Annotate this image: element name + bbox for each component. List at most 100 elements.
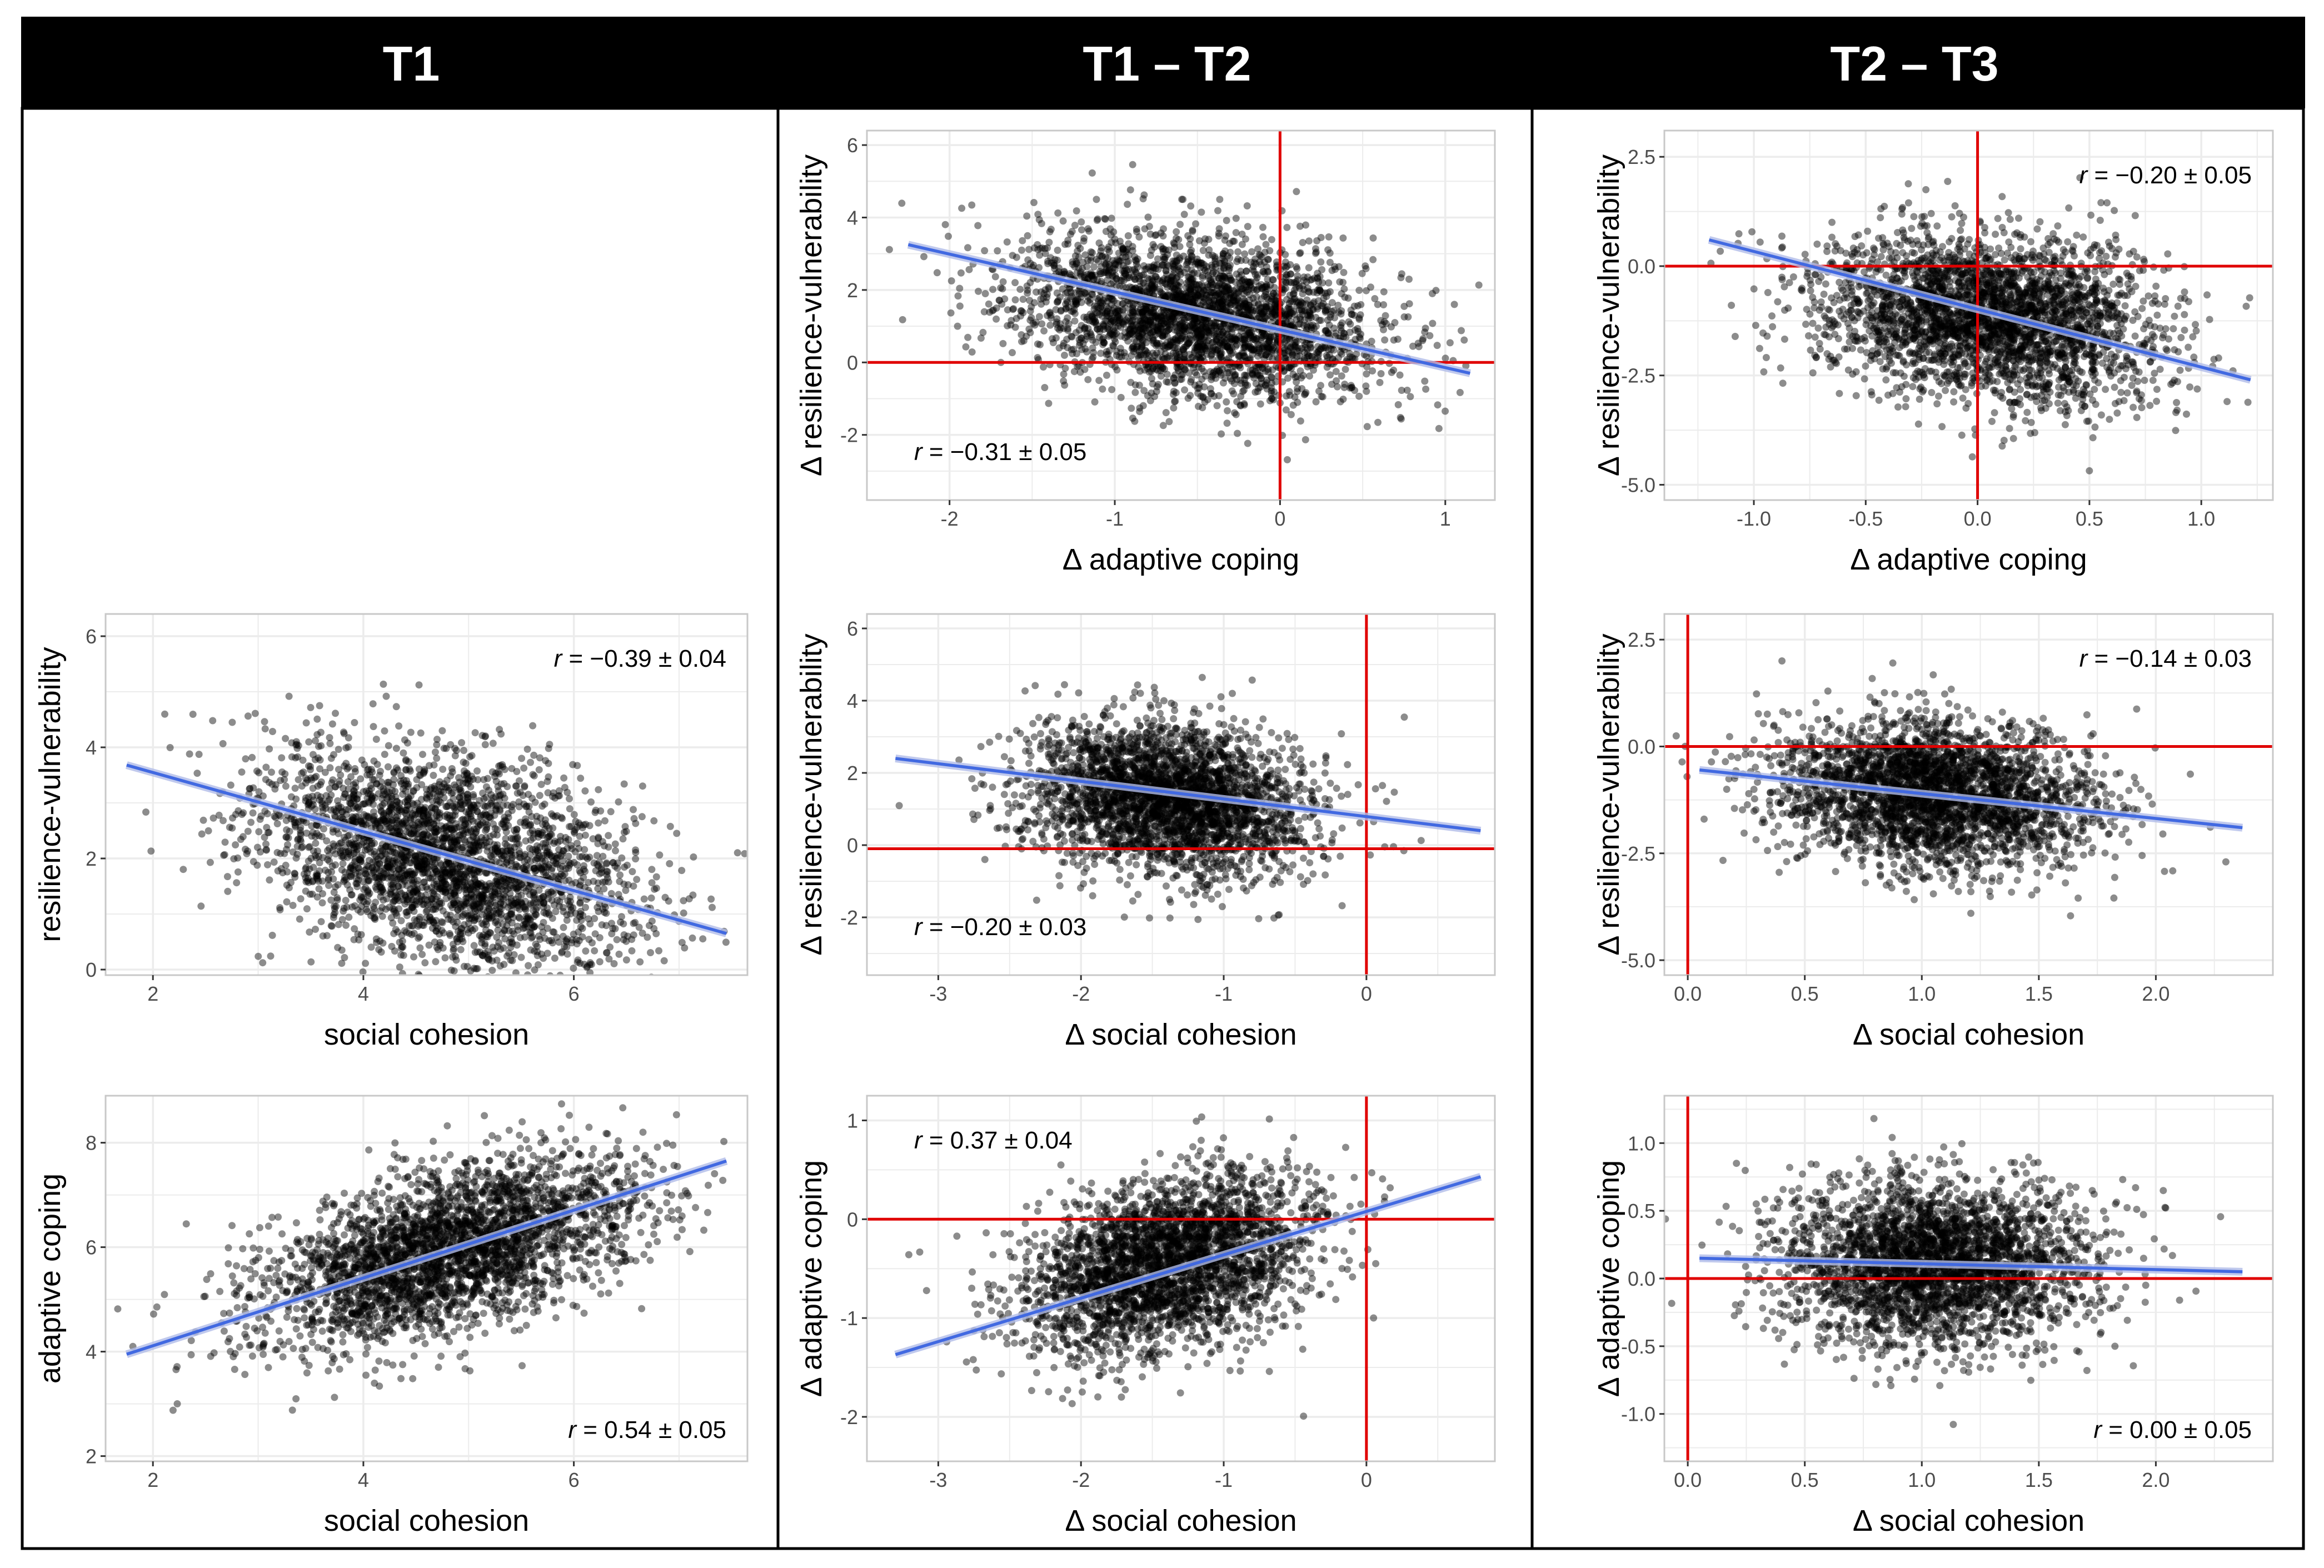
scatter-point bbox=[361, 800, 369, 808]
scatter-point bbox=[478, 895, 486, 903]
scatter-point bbox=[220, 1327, 228, 1335]
scatter-point bbox=[537, 864, 545, 872]
scatter-point bbox=[433, 741, 441, 748]
scatter-point bbox=[562, 938, 570, 946]
scatter-point bbox=[408, 901, 416, 909]
scatter-point bbox=[401, 891, 409, 899]
scatter-point bbox=[439, 944, 447, 952]
scatter-point bbox=[402, 908, 410, 916]
scatter-point bbox=[397, 777, 405, 785]
scatter-point bbox=[510, 913, 517, 921]
scatter-point bbox=[602, 922, 610, 930]
scatter-point bbox=[365, 765, 372, 773]
scatter-point bbox=[327, 896, 335, 904]
scatter-point bbox=[549, 824, 557, 832]
scatter-point bbox=[472, 907, 479, 915]
scatter-point bbox=[380, 787, 387, 795]
scatter-point bbox=[367, 848, 375, 856]
scatter-point bbox=[430, 905, 438, 913]
scatter-point bbox=[495, 770, 503, 778]
scatter-point bbox=[520, 925, 527, 932]
scatter-point bbox=[467, 783, 475, 791]
scatter-point bbox=[516, 850, 523, 857]
scatter-point bbox=[387, 863, 395, 871]
scatter-point bbox=[377, 888, 385, 896]
scatter-point bbox=[508, 807, 516, 815]
scatter-point bbox=[410, 815, 418, 823]
scatter-point bbox=[425, 874, 433, 882]
scatter-point bbox=[501, 840, 509, 848]
scatter-point bbox=[630, 920, 637, 927]
scatter-point bbox=[276, 906, 284, 913]
scatter-point bbox=[621, 823, 629, 831]
scatter-point bbox=[527, 821, 535, 829]
scatter-point bbox=[447, 1009, 454, 1016]
scatter-point bbox=[601, 817, 609, 825]
scatter-point bbox=[457, 946, 465, 953]
scatter-point bbox=[482, 886, 490, 894]
scatter-point bbox=[585, 915, 592, 923]
scatter-point bbox=[311, 756, 319, 763]
scatter-point bbox=[436, 884, 444, 892]
scatter-point bbox=[566, 901, 573, 908]
scatter-point bbox=[577, 775, 585, 782]
scatter-point bbox=[368, 864, 376, 872]
scatter-point bbox=[611, 925, 619, 932]
scatter-point bbox=[503, 885, 511, 893]
scatter-point bbox=[422, 808, 430, 816]
scatter-point bbox=[727, 1018, 734, 1026]
scatter-point bbox=[597, 1276, 605, 1284]
scatter-point bbox=[313, 870, 321, 878]
scatter-point bbox=[488, 768, 496, 776]
scatter-point bbox=[493, 831, 501, 839]
scatter-point bbox=[393, 856, 400, 863]
scatter-point bbox=[545, 937, 553, 945]
scatter-point bbox=[221, 838, 229, 846]
scatter-point bbox=[562, 1138, 570, 1146]
scatter-point bbox=[297, 836, 304, 843]
scatter-point bbox=[507, 851, 515, 858]
scatter-point bbox=[483, 843, 491, 851]
scatter-point bbox=[456, 831, 463, 839]
scatter-point bbox=[385, 807, 393, 815]
scatter-point bbox=[439, 865, 447, 873]
scatter-point bbox=[408, 931, 416, 938]
scatter-point bbox=[537, 898, 545, 906]
scatter-point bbox=[350, 781, 357, 788]
scatter-point bbox=[416, 823, 423, 831]
scatter-point bbox=[378, 887, 386, 895]
scatter-point bbox=[413, 776, 421, 783]
scatter-point bbox=[317, 778, 325, 786]
scatter-point bbox=[424, 812, 431, 820]
scatter-point bbox=[298, 1354, 306, 1361]
scatter-point bbox=[473, 988, 480, 996]
scatter-point bbox=[357, 893, 365, 901]
scatter-point bbox=[360, 811, 368, 818]
scatter-point bbox=[660, 957, 668, 965]
scatter-point bbox=[630, 931, 637, 939]
scatter-point bbox=[386, 1165, 394, 1172]
scatter-point bbox=[402, 848, 410, 855]
scatter-point bbox=[380, 816, 387, 823]
scatter-point bbox=[457, 805, 465, 812]
scatter-point bbox=[381, 1339, 389, 1347]
scatter-point bbox=[355, 864, 362, 872]
scatter-point bbox=[388, 826, 396, 833]
scatter-point bbox=[408, 903, 416, 911]
scatter-point bbox=[633, 978, 640, 986]
scatter-point bbox=[473, 888, 481, 896]
scatter-point bbox=[508, 940, 516, 947]
scatter-point bbox=[602, 949, 610, 957]
scatter-point bbox=[397, 951, 405, 959]
scatter-point bbox=[472, 912, 480, 920]
scatter-point bbox=[446, 871, 454, 879]
scatter-point bbox=[287, 793, 295, 801]
scatter-point bbox=[495, 787, 502, 795]
scatter-point bbox=[557, 832, 565, 840]
scatter-point bbox=[443, 911, 451, 918]
scatter-point bbox=[378, 852, 386, 859]
scatter-point bbox=[586, 920, 594, 928]
scatter-point bbox=[364, 897, 372, 905]
scatter-point bbox=[428, 916, 436, 923]
scatter-point bbox=[260, 792, 267, 800]
